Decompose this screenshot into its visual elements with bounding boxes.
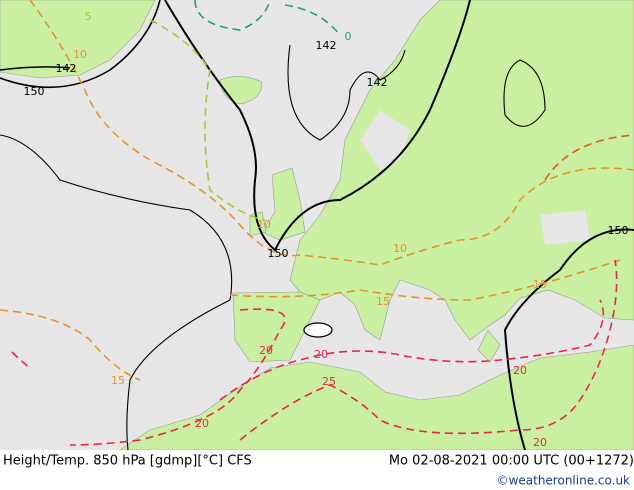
contour-temp: [284, 4, 341, 36]
contour-height: [503, 228, 634, 451]
land: [0, 0, 634, 451]
contour-label: 20: [259, 344, 273, 357]
contour-label: 15: [533, 278, 547, 291]
contour-temp: [69, 308, 286, 446]
contour-label: 10: [257, 218, 271, 231]
contour-label: 142: [367, 76, 388, 89]
contour-height: [164, 0, 471, 252]
black-sea: [540, 210, 590, 245]
contour-temp: [239, 259, 618, 441]
footer-credit: ©weatheronline.co.uk: [497, 474, 630, 488]
contour-height: [0, 66, 71, 71]
contour-label: 20: [195, 417, 209, 430]
contour-label: 10: [393, 242, 407, 255]
contour-temp: [219, 299, 605, 401]
contour-temp: [0, 309, 141, 381]
contour-height: [303, 322, 333, 338]
contour-label: 150: [24, 85, 45, 98]
contour-label: 20: [314, 348, 328, 361]
contour-label: 142: [316, 39, 337, 52]
contour-height: [287, 44, 406, 141]
contour-temp: [149, 19, 266, 221]
contour-label: 150: [608, 224, 629, 237]
contour-label: 5: [85, 10, 92, 23]
footer-title: Height/Temp. 850 hPa [gdmp][°C] CFS: [3, 454, 252, 469]
contour-label: 20: [513, 364, 527, 377]
contour-label: 10: [73, 48, 87, 61]
contour-label: 25: [322, 375, 336, 388]
contour-label: 142: [56, 62, 77, 75]
contour-temp: [229, 259, 621, 301]
contour-height: [0, 134, 233, 451]
contour-temp: [194, 0, 271, 31]
contour-height: [503, 59, 546, 127]
contour-label: 20: [533, 436, 547, 449]
contour-temp: [29, 0, 634, 266]
footer-time: Mo 02-08-2021 00:00 UTC (00+1272): [389, 454, 634, 469]
contour-label: 15: [376, 295, 390, 308]
contour-label: 0: [345, 30, 352, 43]
footer-bg: [0, 450, 634, 490]
contour-height: [0, 0, 161, 89]
contour-temp: [11, 351, 31, 369]
contour-label: 150: [268, 247, 289, 260]
contour-label: 15: [111, 374, 125, 387]
baltic: [360, 110, 410, 170]
